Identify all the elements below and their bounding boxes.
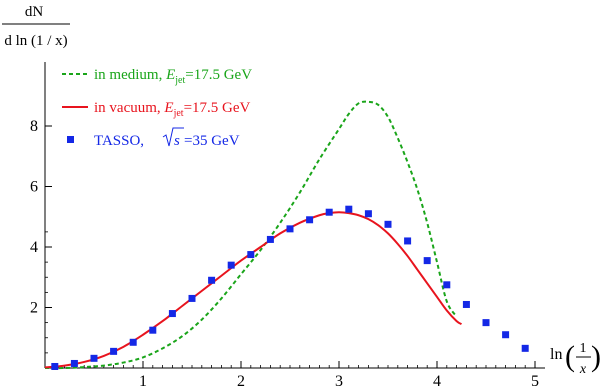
tasso-data-point [129, 338, 137, 346]
tasso-data-point [70, 359, 78, 367]
tasso-data-point [462, 300, 470, 308]
x-tick-label: 2 [237, 373, 245, 389]
x-label-prefix: ln [550, 346, 562, 363]
y-tick-label: 4 [30, 239, 38, 256]
series-layer [44, 100, 529, 370]
tasso-data-point [423, 257, 431, 265]
tasso-data-point [325, 208, 333, 216]
tasso-data-point [90, 354, 98, 362]
tasso-data-point [266, 235, 274, 243]
tasso-data-point [364, 210, 372, 218]
tasso-data-point [247, 251, 255, 259]
legend-entry-vacuum: in vacuum, Ejet=17.5 GeV [94, 100, 251, 119]
tasso-data-point [110, 347, 118, 355]
x-tick-label: 3 [335, 373, 343, 389]
y-axis-label: dN d ln (1 / x) [2, 4, 70, 49]
tasso-data-point [149, 326, 157, 334]
y-ticks: 2 4 6 8 [30, 118, 52, 354]
legend-entry-medium: in medium, Ejet=17.5 GeV [94, 67, 252, 86]
y-tick-label: 6 [30, 179, 38, 196]
tasso-data-point [168, 310, 176, 318]
tasso-data-point [306, 216, 314, 224]
x-ticks: 1 2 3 4 5 [54, 361, 539, 389]
legend: in medium, Ejet=17.5 GeV in vacuum, Ejet… [62, 67, 252, 149]
y-tick-label: 8 [30, 118, 38, 135]
legend-entry-tasso: TASSO, [94, 133, 144, 149]
tasso-data-point [227, 261, 235, 269]
tasso-data-point [51, 362, 59, 370]
x-label-paren-left: ( [565, 340, 575, 373]
legend-swatch-tasso [67, 136, 74, 143]
y-tick-label: 2 [30, 300, 38, 317]
tasso-data-point [345, 205, 353, 213]
tasso-data-point [443, 281, 451, 289]
x-label-paren-right: ) [591, 340, 601, 373]
in-vacuum-curve [44, 211, 463, 369]
legend-sqrt-sign [162, 127, 184, 147]
tasso-data-point [482, 319, 490, 327]
x-tick-label: 4 [433, 373, 441, 389]
y-label-numerator: dN [25, 4, 44, 20]
tasso-data-point [208, 276, 216, 284]
tasso-data-point [521, 344, 529, 352]
x-label-denominator: x [579, 362, 587, 377]
tasso-data-point [384, 220, 392, 228]
legend-tasso-energy: =35 GeV [184, 133, 240, 149]
y-label-denominator: d ln (1 / x) [4, 33, 67, 49]
legend-sqrt-radicand: s [174, 133, 180, 149]
tasso-data-point [404, 237, 412, 245]
x-tick-label: 1 [139, 373, 147, 389]
tasso-data-point [502, 331, 510, 339]
tasso-data-point [286, 225, 294, 233]
x-label-numerator: 1 [580, 341, 587, 356]
tasso-data-point [188, 294, 196, 302]
x-tick-label: 5 [531, 373, 539, 389]
x-axis-label: ln ( 1 x ) [550, 340, 601, 377]
